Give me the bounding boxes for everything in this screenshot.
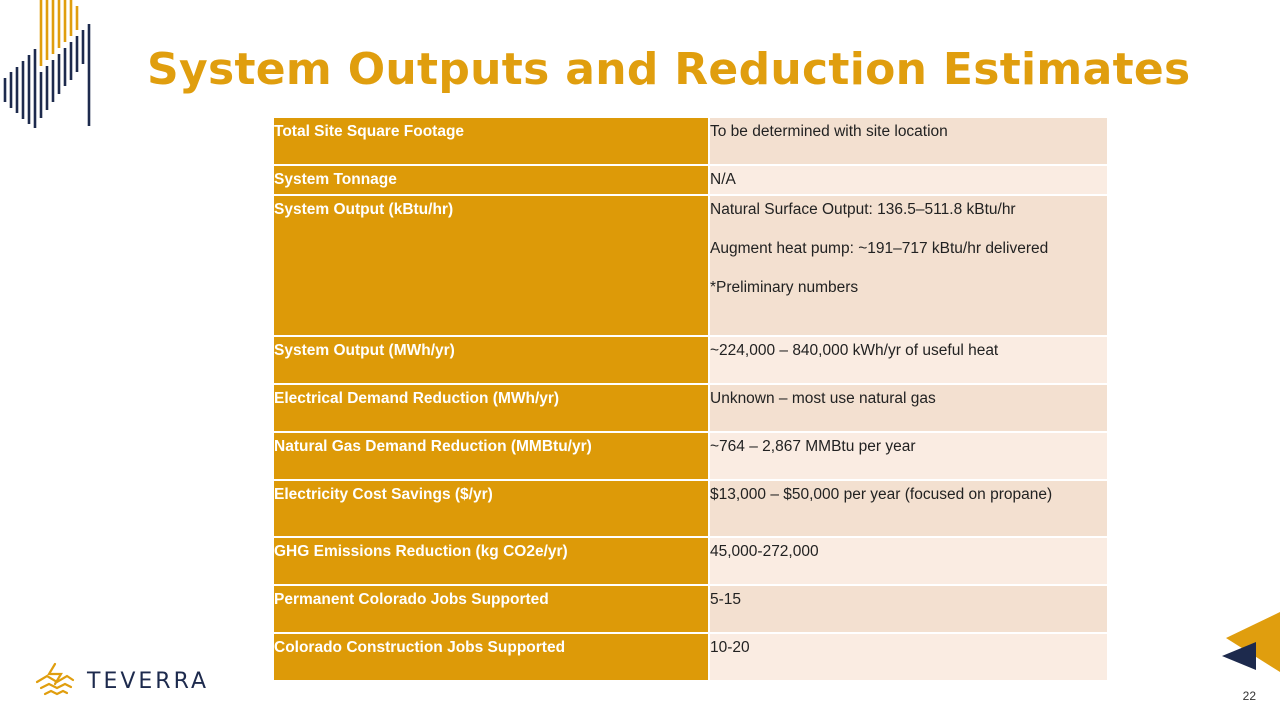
row-value-text: *Preliminary numbers [710, 279, 859, 296]
row-value: ~764 – 2,867 MMBtu per year [708, 431, 1109, 481]
row-value: 5-15 [708, 584, 1109, 634]
row-value: $13,000 – $50,000 per year (focused on p… [708, 479, 1109, 538]
teverra-wordmark: TEVERRA [87, 669, 210, 694]
table-row: System Output (kBtu/hr) Natural Surface O… [272, 194, 1109, 337]
row-label: Electricity Cost Savings ($/yr) [272, 479, 710, 538]
table-row: System Output (MWh/yr) ~224,000 – 840,000… [272, 335, 1109, 385]
row-label: Colorado Construction Jobs Supported [272, 632, 710, 682]
outputs-table-body: Total Site Square Footage To be determine… [272, 116, 1109, 682]
row-value: 10-20 [708, 632, 1109, 682]
row-label: Permanent Colorado Jobs Supported [272, 584, 710, 634]
row-label: Electrical Demand Reduction (MWh/yr) [272, 383, 710, 433]
table-row: Permanent Colorado Jobs Supported 5-15 [272, 584, 1109, 634]
row-value-text: 10-20 [710, 639, 750, 656]
row-value-text: 5-15 [710, 591, 742, 608]
decorative-stripes-graphic [3, 0, 91, 128]
row-value: ~224,000 – 840,000 kWh/yr of useful heat [708, 335, 1109, 385]
row-value-text: N/A [710, 171, 736, 188]
row-label: GHG Emissions Reduction (kg CO2e/yr) [272, 536, 710, 586]
row-value-text: 45,000-272,000 [710, 543, 819, 560]
page-number: 22 [1242, 689, 1256, 703]
row-label: System Tonnage [272, 164, 710, 196]
row-label: Natural Gas Demand Reduction (MMBtu/yr) [272, 431, 710, 481]
table-row: Natural Gas Demand Reduction (MMBtu/yr) ~… [272, 431, 1109, 481]
teverra-logo-mark-icon [35, 662, 75, 696]
decorative-triangles-graphic [1222, 612, 1280, 672]
row-value-text: Natural Surface Output: 136.5–511.8 kBtu… [710, 201, 1016, 218]
row-value: Natural Surface Output: 136.5–511.8 kBtu… [708, 194, 1109, 337]
row-label: Total Site Square Footage [272, 116, 710, 166]
row-value-text: ~224,000 – 840,000 kWh/yr of useful heat [710, 342, 999, 359]
table-row: Electrical Demand Reduction (MWh/yr) Unkn… [272, 383, 1109, 433]
row-label: System Output (kBtu/hr) [272, 194, 710, 337]
row-value-text: To be determined with site location [710, 123, 948, 140]
slide-title: System Outputs and Reduction Estimates [147, 44, 1191, 95]
table-row: System Tonnage N/A [272, 164, 1109, 196]
row-value-text: ~764 – 2,867 MMBtu per year [710, 438, 916, 455]
row-value: Unknown – most use natural gas [708, 383, 1109, 433]
table-row: Colorado Construction Jobs Supported 10-2… [272, 632, 1109, 682]
row-label: System Output (MWh/yr) [272, 335, 710, 385]
row-value-text: $13,000 – $50,000 per year (focused on p… [710, 486, 1053, 503]
table-row: Total Site Square Footage To be determine… [272, 116, 1109, 166]
teverra-logo: TEVERRA [35, 660, 210, 700]
table-row: GHG Emissions Reduction (kg CO2e/yr) 45,0… [272, 536, 1109, 586]
row-value-text: Augment heat pump: ~191–717 kBtu/hr deli… [710, 240, 1049, 257]
row-value: N/A [708, 164, 1109, 196]
table-row: Electricity Cost Savings ($/yr) $13,000 –… [272, 479, 1109, 538]
row-value: To be determined with site location [708, 116, 1109, 166]
outputs-table: Total Site Square Footage To be determine… [272, 116, 1109, 682]
row-value: 45,000-272,000 [708, 536, 1109, 586]
row-value-text: Unknown – most use natural gas [710, 390, 936, 407]
